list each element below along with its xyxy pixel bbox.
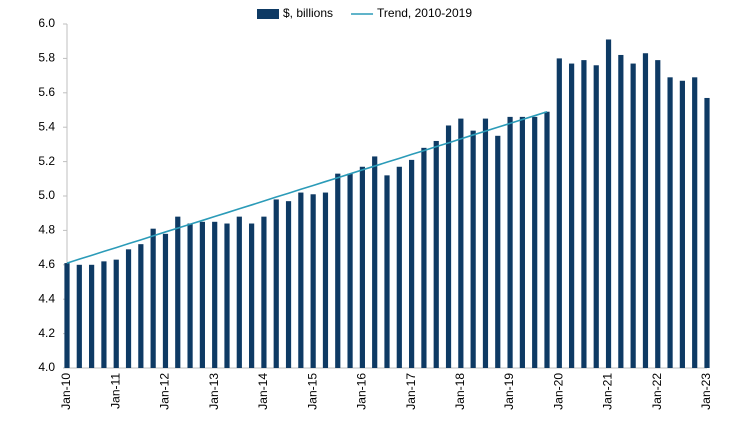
x-tick-label: Jan-23: [699, 373, 713, 410]
bar: [581, 60, 587, 369]
bar: [138, 244, 144, 368]
bar: [495, 135, 501, 368]
x-tick-label: Jan-10: [59, 373, 73, 410]
x-tick-label: Jan-19: [502, 373, 516, 410]
bar: [544, 111, 550, 368]
bar: [618, 54, 624, 369]
x-tick-label: Jan-18: [453, 373, 467, 410]
y-tick-label: 5.2: [38, 154, 55, 168]
bar: [692, 77, 698, 368]
y-tick-label: 4.6: [38, 257, 55, 271]
x-tick-label: Jan-13: [207, 373, 221, 410]
y-tick-label: 4.8: [38, 223, 55, 237]
bar: [212, 221, 218, 368]
x-tick-label: Jan-14: [256, 373, 270, 410]
bar: [187, 223, 193, 368]
bar: [507, 116, 513, 368]
x-tick-label: Jan-21: [601, 373, 615, 410]
bar: [409, 159, 415, 368]
bar: [445, 125, 452, 368]
bar: [433, 140, 439, 368]
bar: [113, 259, 119, 368]
bar: [372, 156, 378, 368]
bar: [64, 263, 70, 368]
y-tick-label: 5.4: [38, 119, 55, 133]
y-tick-label: 5.0: [38, 188, 55, 202]
bar: [482, 118, 489, 368]
bar: [421, 147, 427, 368]
y-tick-label: 4.0: [38, 360, 55, 374]
bar: [569, 63, 575, 369]
bar: [556, 58, 562, 369]
x-tick-label: Jan-15: [305, 373, 319, 410]
bar: [249, 223, 255, 368]
bar: [593, 65, 599, 368]
x-tick-label: Jan-20: [551, 373, 565, 410]
bar: [679, 80, 685, 368]
bar: [101, 261, 107, 368]
y-tick-label: 5.6: [38, 85, 55, 99]
bar: [396, 166, 402, 368]
bar: [532, 116, 538, 368]
legend-label: Trend, 2010-2019: [377, 6, 472, 20]
bar: [655, 60, 661, 369]
bar: [236, 216, 242, 368]
bar: [261, 216, 267, 368]
legend-label: $, billions: [283, 6, 333, 20]
bar: [298, 192, 304, 368]
x-tick-label: Jan-12: [158, 373, 172, 410]
bar: [310, 194, 316, 368]
trend-line: [66, 110, 548, 264]
bar: [76, 264, 82, 368]
y-tick-label: 5.8: [38, 51, 55, 65]
bar: [322, 192, 329, 368]
bar: [605, 39, 612, 368]
bar: [162, 233, 169, 368]
y-tick-label: 4.2: [38, 326, 55, 340]
bar: [458, 118, 464, 368]
bar: [642, 53, 649, 369]
bar: [335, 173, 341, 368]
y-tick-label: 4.4: [38, 291, 55, 305]
bar: [359, 166, 365, 368]
bar: [384, 175, 390, 368]
bar: [470, 130, 476, 368]
bar: [285, 201, 292, 368]
x-tick-label: Jan-22: [650, 373, 664, 410]
bar: [630, 63, 636, 369]
bar: [347, 173, 353, 368]
bar: [89, 264, 95, 368]
x-tick-label: Jan-11: [108, 373, 122, 409]
bar: [704, 97, 710, 369]
bar: [519, 116, 525, 368]
y-tick-label: 6.0: [38, 16, 55, 30]
bar: [667, 77, 673, 368]
bar: [125, 249, 132, 368]
bar: [224, 223, 230, 368]
bar: [273, 199, 279, 368]
legend-swatch: [257, 9, 279, 19]
x-tick-label: Jan-16: [355, 373, 369, 410]
x-tick-label: Jan-17: [404, 373, 418, 410]
bar: [199, 221, 205, 368]
bar: [175, 216, 181, 368]
bar: [150, 228, 156, 368]
